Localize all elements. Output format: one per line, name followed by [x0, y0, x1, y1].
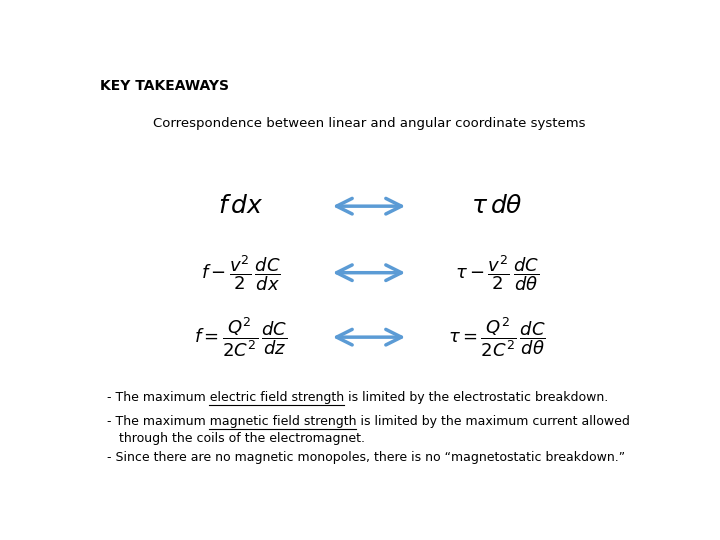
Text: - Since there are no magnetic monopoles, there is no “magnetostatic breakdown.”: - Since there are no magnetic monopoles,… [107, 451, 625, 464]
Text: $\tau = \dfrac{Q^2}{2C^2}\,\dfrac{dC}{d\theta}$: $\tau = \dfrac{Q^2}{2C^2}\,\dfrac{dC}{d\… [449, 315, 546, 359]
Text: $\tau - \dfrac{v^2}{2}\,\dfrac{dC}{d\theta}$: $\tau - \dfrac{v^2}{2}\,\dfrac{dC}{d\the… [455, 253, 539, 293]
Text: - The maximum magnetic field strength is limited by the maximum current allowed: - The maximum magnetic field strength is… [107, 415, 629, 428]
Text: through the coils of the electromagnet.: through the coils of the electromagnet. [107, 431, 365, 444]
Text: - The maximum electric field strength is limited by the electrostatic breakdown.: - The maximum electric field strength is… [107, 391, 608, 404]
Text: $\tau\,d\theta$: $\tau\,d\theta$ [472, 194, 523, 218]
Text: KEY TAKEAWAYS: KEY TAKEAWAYS [100, 79, 229, 93]
Text: $\mathit{f} - \dfrac{v^2}{2}\,\dfrac{dC}{dx}$: $\mathit{f} - \dfrac{v^2}{2}\,\dfrac{dC}… [201, 253, 281, 293]
Text: $\mathit{f} = \dfrac{Q^2}{2C^2}\,\dfrac{dC}{dz}$: $\mathit{f} = \dfrac{Q^2}{2C^2}\,\dfrac{… [194, 315, 287, 359]
Text: Correspondence between linear and angular coordinate systems: Correspondence between linear and angula… [153, 117, 585, 130]
Text: $\mathit{f}\,\mathit{dx}$: $\mathit{f}\,\mathit{dx}$ [217, 194, 264, 218]
